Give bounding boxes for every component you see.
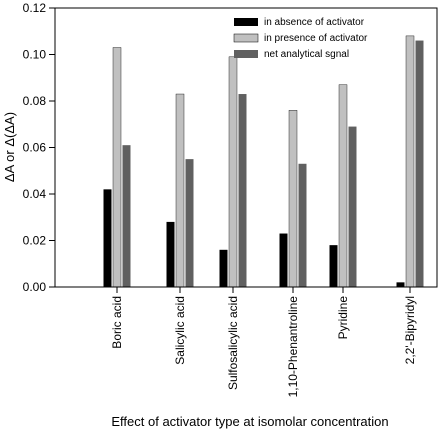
- x-axis-title: Effect of activator type at isomolar con…: [111, 414, 388, 429]
- legend-swatch-presence: [233, 33, 259, 43]
- bars-group: [103, 35, 424, 288]
- legend: in absence of activator in presence of a…: [233, 17, 368, 60]
- bar-net-3: [298, 163, 307, 287]
- bar-absence-0: [103, 189, 112, 287]
- bar-net-0: [122, 145, 131, 287]
- y-tick-label: 0.08: [23, 94, 47, 108]
- bar-presence-0: [112, 47, 122, 288]
- y-tick-label: 0.00: [23, 280, 47, 294]
- bar-absence-2: [219, 249, 228, 287]
- x-tick-label: Boric acid: [110, 296, 124, 349]
- y-tick-label: 0.12: [23, 1, 47, 15]
- y-tick-label: 0.02: [23, 234, 47, 248]
- bar-net-5: [415, 40, 424, 287]
- bar-net-1: [185, 159, 194, 287]
- x-tick-label: Sulfosalicylic acid: [226, 296, 240, 390]
- y-tick-label: 0.10: [23, 48, 47, 62]
- legend-label-presence: in presence of activator: [264, 33, 368, 44]
- y-axis-title: ΔA or Δ(ΔA): [2, 112, 17, 182]
- plot-frame: [54, 7, 438, 288]
- x-tick-label: Pyridine: [336, 296, 350, 340]
- bar-presence-5: [405, 35, 415, 288]
- y-tick-label: 0.06: [23, 141, 47, 155]
- bar-presence-3: [288, 110, 298, 288]
- bar-net-2: [238, 94, 247, 288]
- x-tick-label: 1,10-Phenantroline: [286, 296, 300, 398]
- bar-presence-2: [228, 56, 238, 288]
- x-tick-label: 2,2'-Bipyridyl: [403, 296, 417, 364]
- y-axis-ticks: 0.00 0.02 0.04 0.06 0.08 0.10 0.12: [23, 1, 55, 294]
- bar-absence-3: [279, 233, 288, 287]
- legend-label-absence: in absence of activator: [264, 17, 365, 28]
- bar-net-4: [348, 126, 357, 287]
- bar-presence-4: [338, 84, 348, 288]
- legend-swatch-absence: [234, 18, 258, 26]
- bar-absence-5: [396, 282, 405, 287]
- x-tick-label: Salicylic acid: [173, 296, 187, 365]
- legend-swatch-net: [234, 50, 258, 58]
- bar-absence-4: [329, 245, 338, 287]
- y-tick-label: 0.04: [23, 187, 47, 201]
- bar-absence-1: [166, 221, 175, 287]
- x-axis-ticks: Boric acid Salicylic acid Sulfosalicylic a…: [110, 287, 417, 397]
- bar-presence-1: [175, 93, 185, 288]
- legend-label-net: net analytical sgnal: [264, 49, 349, 60]
